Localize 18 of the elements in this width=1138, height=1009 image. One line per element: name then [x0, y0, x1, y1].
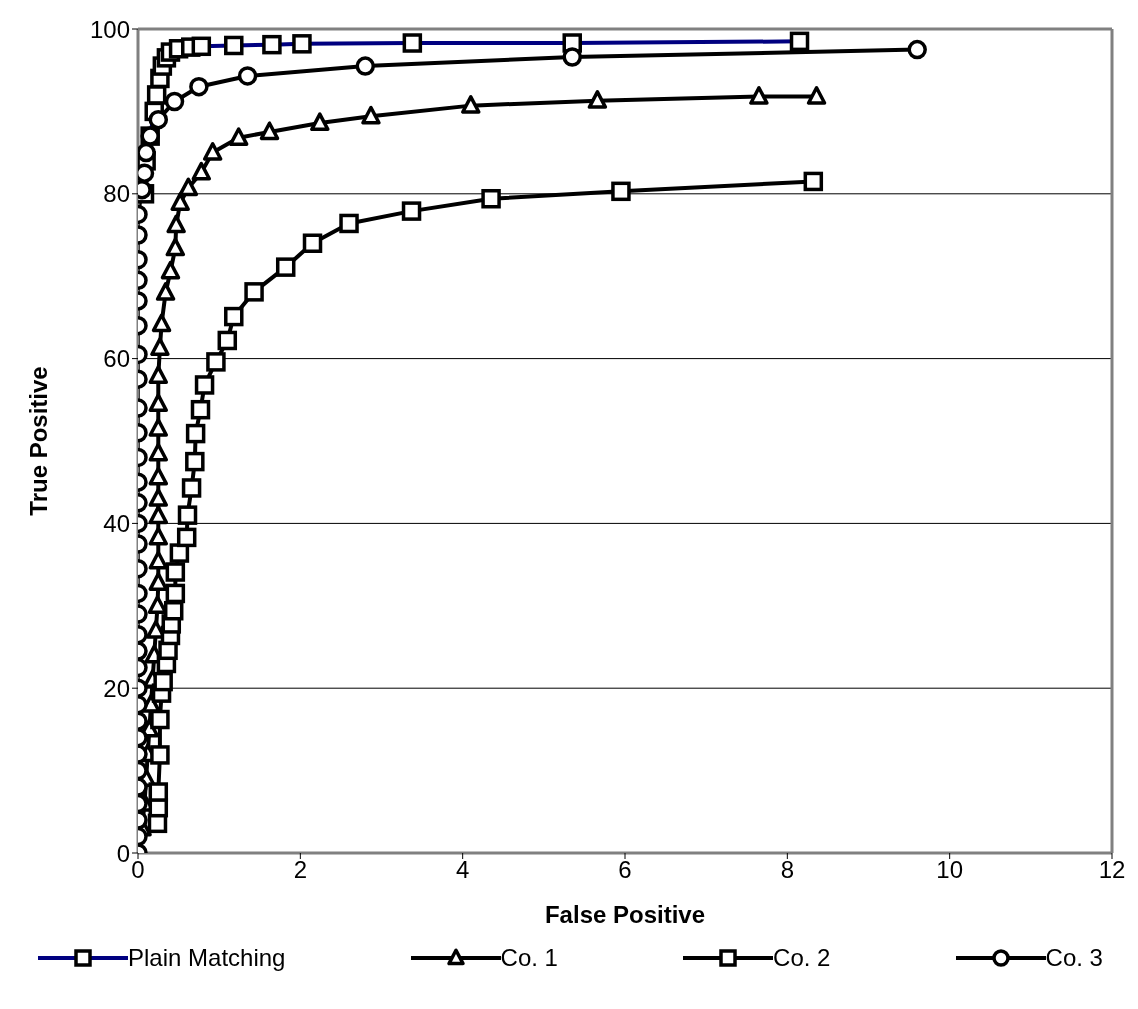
y-tick-label: 60: [103, 345, 130, 373]
legend-label: Co. 3: [1045, 944, 1103, 972]
y-tick-label: 80: [103, 180, 130, 208]
legend-label: Co. 1: [500, 944, 558, 972]
y-tick-label: 100: [89, 15, 130, 43]
legend-label: Co. 2: [773, 944, 831, 972]
y-tick-label: 0: [116, 839, 130, 867]
y-tick-label: 40: [103, 509, 130, 537]
x-tick-label: 8: [780, 856, 795, 884]
x-tick-label: 6: [618, 856, 632, 884]
y-axis-title: True Positive: [24, 366, 52, 516]
x-tick-label: 12: [1098, 856, 1126, 884]
x-tick-label: 4: [455, 856, 470, 884]
x-tick-label: 2: [293, 856, 308, 884]
legend-label: Plain Matching: [128, 944, 286, 972]
y-tick-label: 20: [103, 674, 130, 702]
x-axis-title: False Positive: [544, 901, 706, 928]
x-tick-label: 10: [936, 856, 964, 884]
